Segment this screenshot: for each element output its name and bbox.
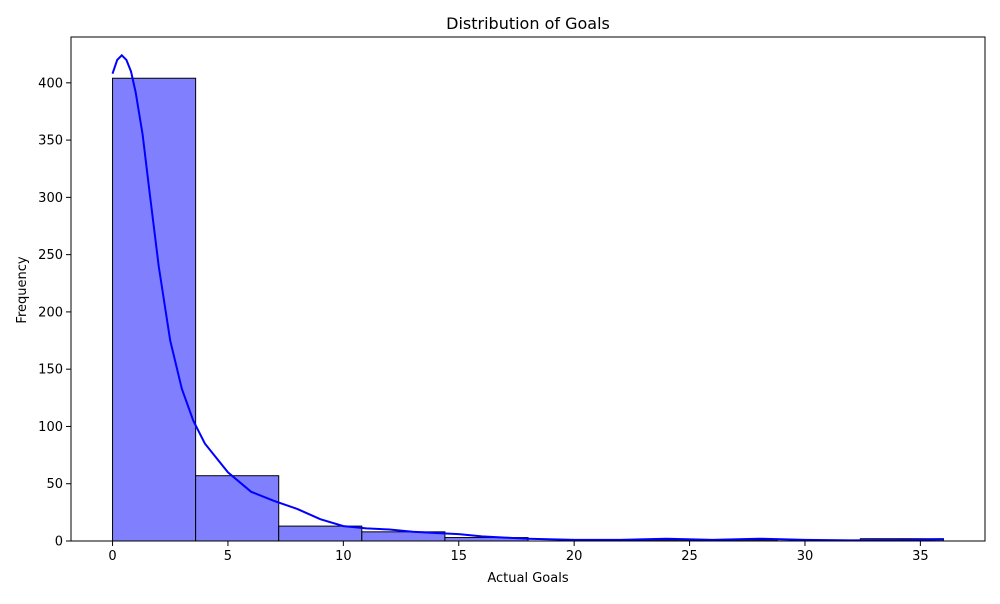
y-tick-label: 0 bbox=[55, 535, 63, 550]
histogram-bar-2 bbox=[278, 525, 363, 542]
chart-title: Distribution of Goals bbox=[446, 14, 610, 33]
y-tick-label: 100 bbox=[38, 420, 63, 435]
histogram-bar-0 bbox=[112, 77, 197, 542]
x-axis: 0 5 10 15 20 25 30 35 bbox=[108, 541, 929, 564]
y-tick-label: 350 bbox=[38, 134, 63, 149]
x-tick-label: 20 bbox=[566, 549, 583, 564]
x-tick-label: 10 bbox=[335, 549, 352, 564]
y-axis-label: Frequency bbox=[15, 256, 30, 323]
x-tick-label: 30 bbox=[797, 549, 814, 564]
y-axis: 0 50 100 150 200 250 300 350 400 bbox=[38, 76, 71, 550]
y-tick-label: 150 bbox=[38, 363, 63, 378]
x-tick-label: 0 bbox=[108, 549, 116, 564]
kde-curve bbox=[111, 53, 944, 542]
histogram-bar-1 bbox=[195, 475, 280, 542]
x-tick-label: 15 bbox=[450, 549, 467, 564]
y-tick-label: 50 bbox=[46, 477, 63, 492]
x-tick-label: 25 bbox=[681, 549, 698, 564]
x-axis-label: Actual Goals bbox=[487, 571, 568, 586]
y-tick-label: 300 bbox=[38, 191, 63, 206]
y-tick-label: 200 bbox=[38, 305, 63, 320]
plot-frame bbox=[70, 36, 986, 542]
bars-layer bbox=[112, 77, 944, 542]
x-tick-label: 5 bbox=[224, 549, 232, 564]
x-tick-label: 35 bbox=[912, 549, 929, 564]
y-tick-label: 400 bbox=[38, 76, 63, 91]
y-tick-label: 250 bbox=[38, 248, 63, 263]
